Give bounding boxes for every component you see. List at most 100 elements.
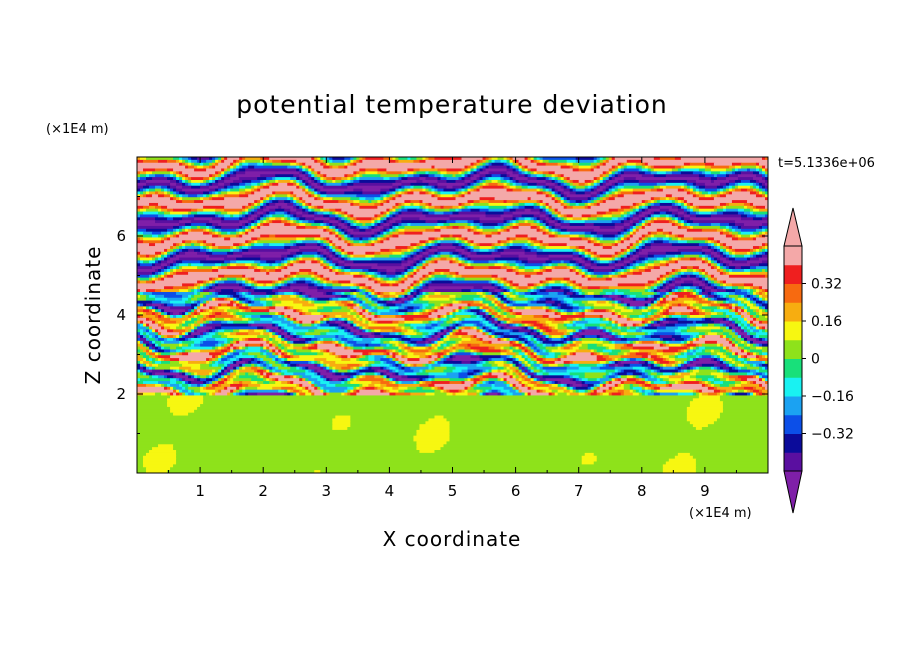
contour-cell xyxy=(431,254,436,259)
contour-cell xyxy=(209,182,213,187)
contour-cell xyxy=(488,280,493,284)
contour-cell xyxy=(521,185,529,190)
contour-cell xyxy=(152,277,156,282)
contour-cell xyxy=(347,251,354,256)
contour-cell xyxy=(584,260,592,264)
contour-cell xyxy=(179,197,183,201)
contour-cell xyxy=(677,208,685,213)
contour-cell xyxy=(494,243,502,247)
contour-cell xyxy=(491,243,496,247)
contour-cell xyxy=(329,254,333,259)
contour-cell xyxy=(635,228,640,233)
contour-cell xyxy=(296,162,300,167)
contour-cell xyxy=(578,303,586,307)
contour-cell xyxy=(728,274,766,279)
contour-cell xyxy=(458,208,463,213)
contour-cell xyxy=(698,271,703,276)
contour-cell xyxy=(476,162,481,167)
contour-cell xyxy=(668,234,676,239)
contour-cell xyxy=(143,194,147,198)
contour-cell xyxy=(230,174,237,178)
contour-cell xyxy=(197,211,216,216)
contour-cell xyxy=(161,205,168,210)
contour-cell xyxy=(413,248,418,253)
contour-cell xyxy=(380,194,384,198)
contour-cell xyxy=(491,179,499,184)
contour-cell xyxy=(287,220,291,224)
contour-cell xyxy=(467,205,490,210)
contour-cell xyxy=(176,243,180,247)
contour-cell xyxy=(209,194,213,198)
contour-cell xyxy=(764,228,768,233)
contour-cell xyxy=(611,300,616,305)
contour-cell xyxy=(329,225,333,230)
y-axis-unit: (×1E4 m) xyxy=(46,122,109,137)
contour-cell xyxy=(314,280,318,284)
contour-cell xyxy=(218,171,222,175)
contour-cell xyxy=(416,280,421,284)
contour-cell xyxy=(509,243,514,247)
contour-cell xyxy=(173,225,180,230)
contour-cell xyxy=(326,228,330,233)
contour-cell xyxy=(209,188,216,193)
contour-cell xyxy=(731,200,748,204)
contour-cell xyxy=(644,286,649,290)
contour-cell xyxy=(266,205,279,210)
contour-cell xyxy=(323,274,354,279)
contour-cell xyxy=(239,168,246,172)
contour-cell xyxy=(293,263,321,267)
contour-cell xyxy=(521,171,526,175)
contour-cell xyxy=(326,266,330,270)
contour-cell xyxy=(368,277,372,282)
contour-cell xyxy=(689,286,697,290)
contour-cell xyxy=(416,297,421,302)
contour-cell xyxy=(344,211,348,216)
contour-cell xyxy=(581,257,586,262)
contour-cell xyxy=(488,266,502,270)
contour-cell xyxy=(416,286,421,290)
contour-cell xyxy=(173,217,183,221)
contour-cell xyxy=(695,300,700,305)
contour-cell xyxy=(140,179,147,184)
contour-cell xyxy=(695,188,700,193)
contour-cell xyxy=(344,254,348,259)
contour-cell xyxy=(350,202,354,207)
contour-cell xyxy=(596,179,601,184)
contour-cell xyxy=(512,280,541,284)
contour-cell xyxy=(401,254,406,259)
contour-cell xyxy=(248,211,252,216)
contour-cell xyxy=(752,231,760,236)
contour-cell xyxy=(323,174,327,178)
contour-cell xyxy=(293,260,297,264)
contour-cell xyxy=(704,271,709,276)
contour-cell xyxy=(689,223,700,227)
contour-cell xyxy=(758,294,763,299)
contour-cell xyxy=(755,248,760,253)
contour-cell xyxy=(419,177,427,181)
contour-cell xyxy=(725,254,730,259)
contour-cell xyxy=(146,208,159,213)
contour-cell xyxy=(677,168,682,172)
contour-cell xyxy=(647,234,652,239)
contour-cell xyxy=(137,300,153,305)
contour-cell xyxy=(293,292,297,296)
contour-cell xyxy=(314,194,318,198)
contour-cell xyxy=(647,162,685,167)
contour-cell xyxy=(242,165,249,170)
contour-cell xyxy=(218,234,222,239)
contour-cell xyxy=(413,174,421,178)
contour-cell xyxy=(281,286,291,290)
contour-cell xyxy=(164,303,168,307)
contour-cell xyxy=(137,263,141,267)
contour-cell xyxy=(548,223,556,227)
contour-cell xyxy=(644,263,649,267)
contour-cell xyxy=(149,205,156,210)
contour-cell xyxy=(218,223,243,227)
contour-cell xyxy=(686,266,694,270)
contour-cell xyxy=(710,292,715,296)
contour-cell xyxy=(425,280,430,284)
contour-cell xyxy=(536,254,550,259)
contour-cell xyxy=(353,300,357,305)
contour-cell xyxy=(686,220,694,224)
contour-cell xyxy=(155,280,198,284)
